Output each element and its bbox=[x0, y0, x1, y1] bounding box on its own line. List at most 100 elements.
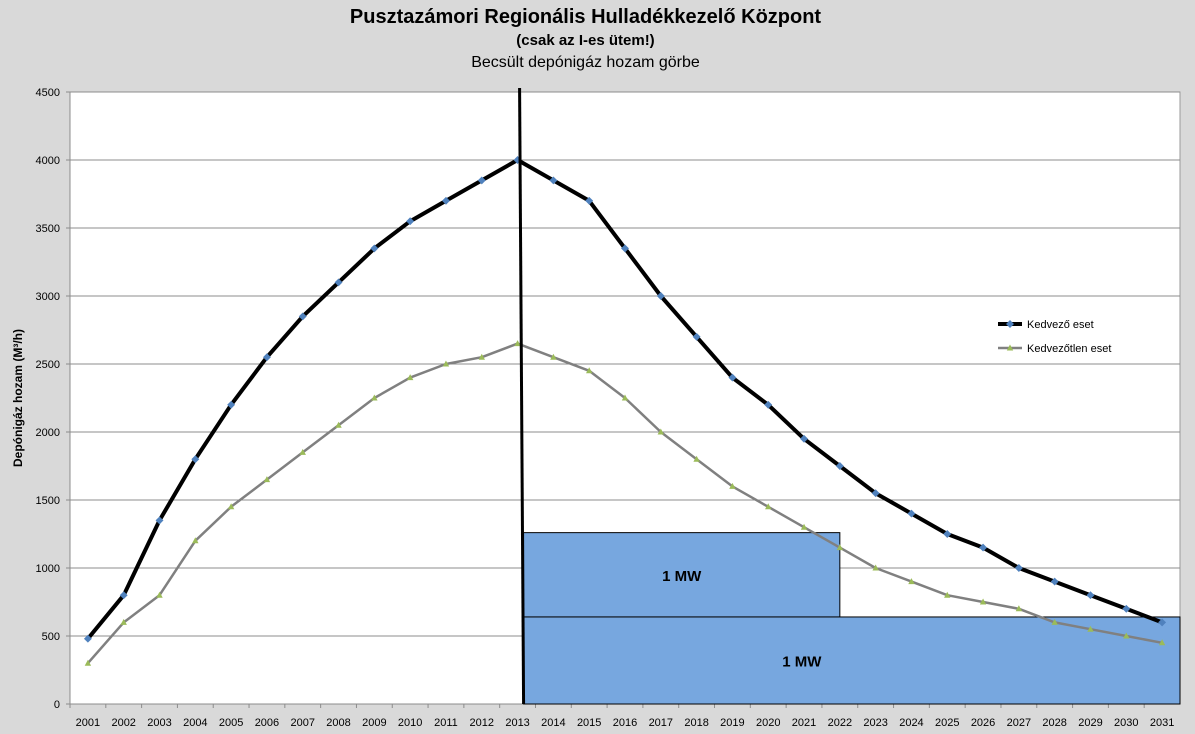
x-tick-label: 2024 bbox=[899, 717, 923, 729]
data-point bbox=[1087, 625, 1094, 632]
data-point bbox=[800, 434, 808, 443]
chart-subtitle-secondary: Becsült depónigáz hozam görbe bbox=[471, 54, 700, 71]
y-tick-label: 500 bbox=[42, 631, 60, 643]
data-point bbox=[908, 578, 915, 585]
x-tick-label: 2018 bbox=[684, 717, 708, 729]
data-point bbox=[514, 340, 521, 347]
x-tick-label: 2022 bbox=[828, 717, 852, 729]
data-point bbox=[299, 448, 306, 455]
data-point bbox=[585, 367, 593, 374]
legend-label: Kedvezőtlen eset bbox=[1027, 343, 1111, 355]
x-tick-label: 2005 bbox=[219, 717, 243, 729]
data-point bbox=[621, 394, 629, 401]
x-tick-label: 2017 bbox=[649, 717, 673, 729]
x-tick-label: 2002 bbox=[111, 717, 135, 729]
y-tick-label: 2500 bbox=[36, 359, 60, 371]
x-tick-label: 2021 bbox=[792, 717, 816, 729]
data-point bbox=[334, 278, 343, 287]
chart-title-block: Pusztazámori Regionális Hulladékkezelő K… bbox=[0, 4, 1171, 74]
data-point bbox=[406, 374, 414, 381]
vertical-marker-line bbox=[518, 87, 526, 705]
mw-annotation-label: 1 MW bbox=[782, 653, 822, 670]
y-tick-label: 3000 bbox=[36, 291, 60, 303]
x-tick-label: 2001 bbox=[76, 717, 100, 729]
x-tick-label: 2004 bbox=[183, 717, 207, 729]
y-tick-label: 0 bbox=[54, 699, 60, 711]
x-tick-label: 2010 bbox=[398, 717, 422, 729]
x-tick-label: 2013 bbox=[505, 717, 529, 729]
data-point bbox=[1158, 639, 1166, 646]
chart-subtitle: (csak az I-es ütem!) bbox=[516, 32, 655, 49]
x-tick-label: 2029 bbox=[1078, 717, 1102, 729]
data-point bbox=[872, 564, 879, 571]
x-tick-label: 2012 bbox=[470, 717, 494, 729]
data-point bbox=[764, 400, 773, 409]
data-point bbox=[262, 353, 271, 362]
x-tick-label: 2031 bbox=[1150, 717, 1174, 729]
data-point bbox=[765, 503, 772, 510]
data-point bbox=[263, 476, 271, 483]
y-tick-label: 4500 bbox=[36, 87, 60, 99]
x-tick-label: 2011 bbox=[434, 717, 458, 729]
data-point bbox=[836, 544, 844, 551]
data-point bbox=[729, 482, 736, 489]
x-tick-label: 2023 bbox=[863, 717, 887, 729]
data-point bbox=[1015, 605, 1023, 612]
x-tick-label: 2006 bbox=[255, 717, 279, 729]
data-point bbox=[1123, 632, 1130, 639]
data-point bbox=[442, 196, 450, 205]
data-point bbox=[944, 591, 951, 598]
y-tick-label: 1500 bbox=[36, 495, 60, 507]
data-point bbox=[442, 360, 450, 367]
data-point bbox=[800, 523, 808, 530]
data-point bbox=[371, 394, 378, 401]
data-point bbox=[585, 196, 594, 205]
legend-label: Kedvező eset bbox=[1027, 319, 1094, 331]
mw-annotation-box bbox=[523, 616, 1181, 705]
x-tick-label: 2009 bbox=[362, 717, 386, 729]
mw-annotation-label: 1 MW bbox=[662, 568, 702, 585]
x-tick-label: 2019 bbox=[720, 717, 744, 729]
y-tick-label: 4000 bbox=[36, 155, 60, 167]
data-point bbox=[120, 618, 127, 625]
data-point bbox=[728, 373, 737, 382]
data-point bbox=[192, 537, 199, 544]
data-point bbox=[1051, 618, 1058, 625]
x-tick-label: 2020 bbox=[756, 717, 780, 729]
data-point bbox=[191, 455, 200, 464]
data-point bbox=[478, 353, 485, 360]
data-point bbox=[370, 244, 379, 253]
y-tick-label: 1000 bbox=[36, 563, 60, 575]
x-tick-label: 2015 bbox=[577, 717, 601, 729]
y-tick-label: 2000 bbox=[36, 427, 60, 439]
x-tick-label: 2003 bbox=[147, 717, 171, 729]
x-tick-label: 2027 bbox=[1007, 717, 1031, 729]
data-point bbox=[227, 400, 236, 409]
data-point bbox=[298, 312, 307, 321]
x-tick-label: 2028 bbox=[1042, 717, 1066, 729]
x-tick-label: 2030 bbox=[1114, 717, 1138, 729]
data-point bbox=[155, 516, 164, 525]
x-tick-label: 2016 bbox=[613, 717, 637, 729]
data-point bbox=[227, 503, 235, 510]
data-point bbox=[1158, 618, 1167, 627]
data-point bbox=[335, 421, 342, 428]
x-tick-label: 2008 bbox=[326, 717, 350, 729]
data-point bbox=[657, 428, 665, 435]
chart-title: Pusztazámori Regionális Hulladékkezelő K… bbox=[349, 6, 822, 28]
data-point bbox=[84, 659, 92, 666]
data-point bbox=[979, 598, 987, 605]
data-point bbox=[550, 353, 557, 360]
data-point bbox=[406, 217, 415, 226]
x-tick-label: 2014 bbox=[541, 717, 565, 729]
legend-marker bbox=[1006, 344, 1014, 351]
x-tick-label: 2026 bbox=[971, 717, 995, 729]
x-tick-label: 2025 bbox=[935, 717, 959, 729]
y-tick-label: 3500 bbox=[36, 223, 60, 235]
data-point bbox=[156, 591, 163, 598]
data-point bbox=[871, 489, 880, 498]
mw-annotation-box bbox=[523, 532, 841, 618]
data-point bbox=[693, 455, 700, 462]
x-tick-label: 2007 bbox=[290, 717, 314, 729]
